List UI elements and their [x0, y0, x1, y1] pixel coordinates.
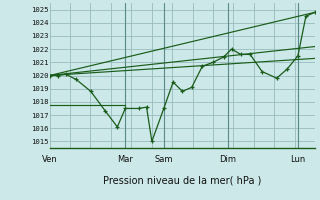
Text: Lun: Lun	[290, 155, 306, 164]
Text: Mar: Mar	[117, 155, 133, 164]
Text: Ven: Ven	[42, 155, 58, 164]
Text: Dim: Dim	[219, 155, 236, 164]
Text: Pression niveau de la mer( hPa ): Pression niveau de la mer( hPa )	[103, 176, 261, 186]
Text: Sam: Sam	[155, 155, 173, 164]
